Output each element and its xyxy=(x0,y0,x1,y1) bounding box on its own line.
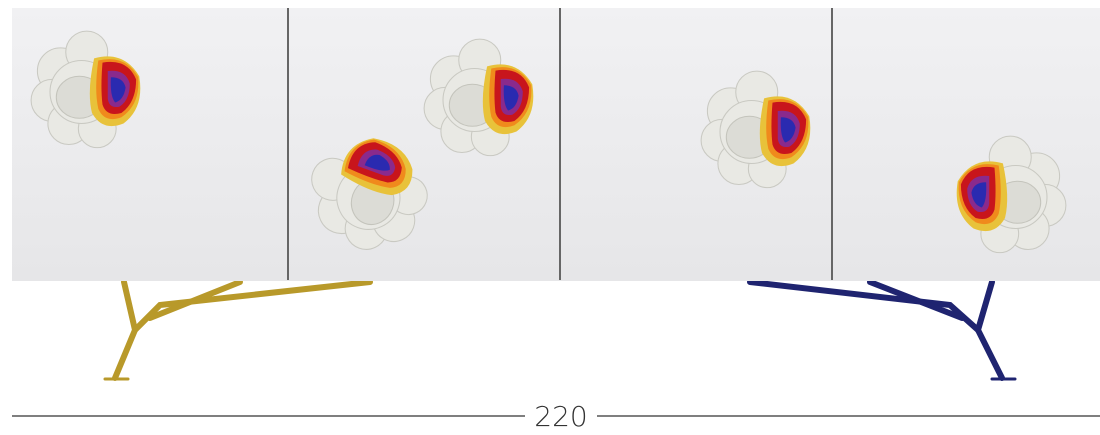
right-leg xyxy=(747,279,1017,381)
dimension-label: 220 xyxy=(534,400,587,433)
cabinet xyxy=(12,8,1100,281)
door-dividers xyxy=(287,8,833,280)
left-leg xyxy=(103,279,373,381)
